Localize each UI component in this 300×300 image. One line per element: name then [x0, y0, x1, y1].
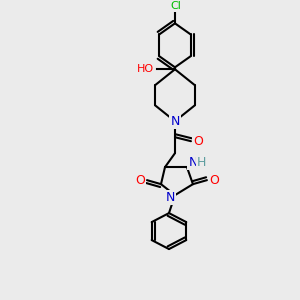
Text: N: N [170, 115, 180, 128]
Text: HO: HO [136, 64, 154, 74]
Text: O: O [135, 174, 145, 187]
Text: H: H [197, 156, 207, 169]
Text: N: N [188, 156, 198, 169]
Text: O: O [193, 135, 203, 148]
Text: O: O [209, 174, 219, 187]
Text: Cl: Cl [170, 2, 182, 11]
Text: N: N [165, 190, 175, 204]
